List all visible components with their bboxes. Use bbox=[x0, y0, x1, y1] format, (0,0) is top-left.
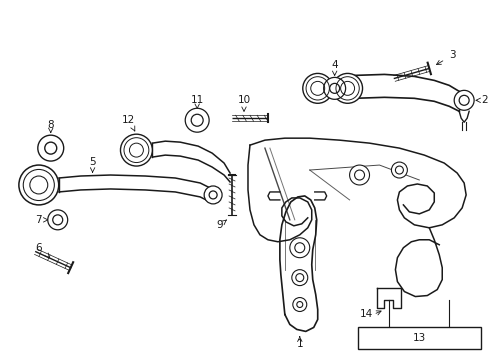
Circle shape bbox=[290, 238, 310, 258]
Circle shape bbox=[292, 270, 308, 285]
Text: 6: 6 bbox=[35, 243, 42, 253]
Circle shape bbox=[48, 210, 68, 230]
Text: 13: 13 bbox=[413, 333, 426, 343]
Text: 2: 2 bbox=[481, 95, 488, 105]
Bar bbox=[358, 328, 481, 349]
Circle shape bbox=[204, 186, 222, 204]
Text: 3: 3 bbox=[449, 50, 456, 60]
Text: 4: 4 bbox=[331, 60, 338, 71]
Circle shape bbox=[349, 165, 369, 185]
Text: 7: 7 bbox=[35, 215, 42, 225]
Circle shape bbox=[121, 134, 152, 166]
Circle shape bbox=[303, 73, 333, 103]
Text: 11: 11 bbox=[191, 95, 204, 105]
Circle shape bbox=[333, 73, 363, 103]
Circle shape bbox=[293, 298, 307, 311]
Text: 14: 14 bbox=[360, 310, 373, 319]
Circle shape bbox=[392, 162, 407, 178]
Circle shape bbox=[19, 165, 59, 205]
Circle shape bbox=[185, 108, 209, 132]
Text: 5: 5 bbox=[89, 157, 96, 167]
Circle shape bbox=[38, 135, 64, 161]
Circle shape bbox=[324, 77, 345, 99]
Text: 10: 10 bbox=[238, 95, 250, 105]
Text: 8: 8 bbox=[48, 120, 54, 130]
Text: 9: 9 bbox=[217, 220, 223, 230]
Circle shape bbox=[454, 90, 474, 110]
Text: 12: 12 bbox=[122, 115, 135, 125]
Text: 1: 1 bbox=[296, 339, 303, 349]
